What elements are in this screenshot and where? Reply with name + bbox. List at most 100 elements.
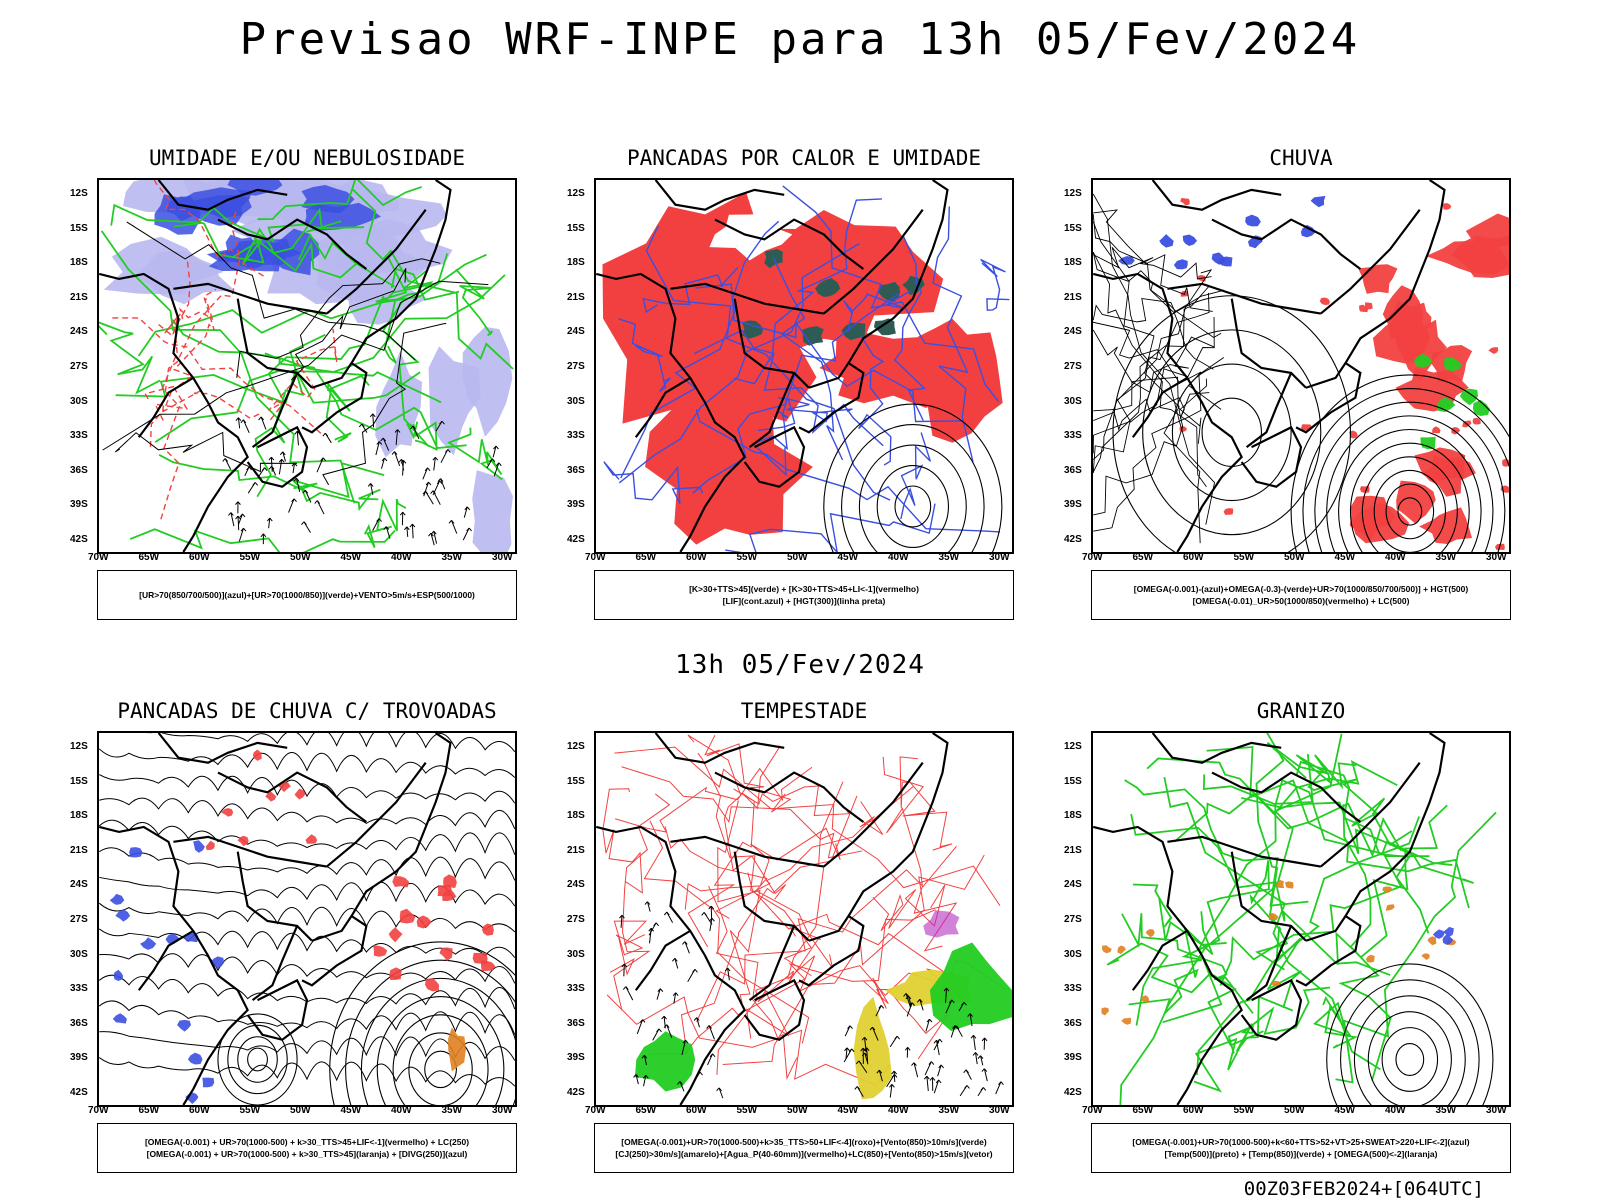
- panel-title: TEMPESTADE: [740, 699, 868, 723]
- storm-fill-red: [392, 876, 410, 888]
- stream-line: [1093, 251, 1207, 487]
- lc850-contour: [717, 800, 761, 1003]
- lc850-red-contours: [602, 734, 1007, 1087]
- temp850-contour: [1335, 811, 1497, 1084]
- border-line: [808, 180, 949, 389]
- wind-vector-head: [302, 489, 309, 494]
- wind-vector-head: [399, 511, 406, 516]
- wind-vector: [674, 958, 679, 969]
- border-line: [1320, 762, 1421, 868]
- border-line: [236, 851, 313, 942]
- wind-vector-head: [240, 419, 247, 424]
- lon-tick-label: 50W: [1284, 1105, 1305, 1116]
- wind-vector: [270, 457, 273, 472]
- border-line: [1211, 218, 1362, 270]
- wind-vector: [684, 941, 690, 954]
- rain-fill-red: [1365, 302, 1373, 310]
- omega-fill-orange: [1427, 936, 1437, 946]
- stream-line: [1093, 292, 1210, 460]
- wind-vector-head: [933, 1040, 940, 1044]
- temp850-contour: [1338, 804, 1392, 1081]
- contour-line: [247, 1047, 268, 1072]
- country-borders: [99, 733, 452, 1105]
- wind-vector: [394, 451, 401, 467]
- lat-tick-label: 36S: [70, 1017, 88, 1029]
- wind-vector: [905, 993, 911, 1008]
- contour-line: [1326, 415, 1494, 552]
- lon-tick-label: 70W: [1082, 1105, 1103, 1116]
- wind-vector-head: [891, 1074, 898, 1078]
- lon-tick-label: 30W: [1486, 552, 1507, 563]
- legend-text: [Temp(500)](preto) + [Temp(850)](verde) …: [1164, 1149, 1438, 1159]
- isobar-line: [290, 268, 407, 381]
- hail-fill-blue: [1442, 933, 1454, 945]
- omega-fill-orange: [1270, 980, 1282, 987]
- border-line: [1093, 272, 1243, 552]
- lat-tick-label: 21S: [1064, 844, 1082, 856]
- contour-line: [1290, 374, 1509, 552]
- legend-text: [OMEGA(-0.001)+UR>70(1000-500)+k>35_TTS>…: [621, 1137, 987, 1147]
- lat-tick-label: 27S: [1064, 361, 1082, 372]
- lat-tick-label: 24S: [1064, 879, 1082, 891]
- rain-fill-red: [1359, 304, 1369, 313]
- wind-vector: [935, 1040, 940, 1056]
- wind-vector: [237, 516, 240, 531]
- wind-vector: [620, 915, 623, 928]
- wind-vector-head: [938, 1064, 945, 1069]
- lc850-contour: [643, 820, 810, 1044]
- lon-tick-label: 40W: [888, 552, 909, 563]
- wind-vector-head: [369, 413, 376, 418]
- wind-vector-head: [653, 922, 659, 927]
- lif-contour: [932, 206, 974, 463]
- border-line: [798, 362, 865, 434]
- rain-fill-blue: [1211, 252, 1226, 265]
- storm-fill-blue: [109, 893, 125, 905]
- lat-tick-label: 39S: [567, 499, 585, 511]
- rain-fill-red: [1358, 264, 1398, 294]
- wind-vector: [462, 527, 470, 541]
- lon-tick-label: 50W: [1284, 552, 1305, 563]
- border-line: [251, 372, 299, 448]
- lif-contour: [695, 283, 961, 423]
- omega-fill-orange: [1421, 953, 1430, 961]
- contour-line: [1201, 397, 1262, 467]
- wind-vector: [945, 999, 953, 1014]
- contour-line: [1326, 963, 1494, 1105]
- storm-fill-blue: [202, 1077, 215, 1088]
- flow-line: [99, 819, 515, 855]
- temp850-contour: [1266, 741, 1357, 790]
- wind-vector-head: [998, 1081, 1004, 1086]
- wind-vector-head: [391, 451, 398, 455]
- wind-vector-head: [314, 500, 321, 504]
- rain-fill-red: [1180, 197, 1190, 206]
- run-stamp: 00Z03FEB2024+[064UTC]: [1243, 1178, 1484, 1200]
- stream-line: [1093, 246, 1212, 280]
- wind-vector: [395, 429, 399, 445]
- wind-vector: [864, 1052, 869, 1065]
- lon-tick-label: 65W: [635, 1105, 657, 1116]
- panel-title: PANCADAS DE CHUVA C/ TROVOADAS: [117, 699, 497, 723]
- omega-fill-orange: [1121, 1017, 1132, 1025]
- map-canvas: [596, 180, 1010, 552]
- wind-vector: [288, 498, 295, 513]
- storm-fill-orange: [448, 1027, 466, 1072]
- lat-tick-label: 36S: [70, 464, 88, 476]
- flow-line: [99, 953, 515, 984]
- contour-line: [1373, 469, 1446, 552]
- storm-fill-red: [221, 807, 234, 817]
- lat-tick-label: 12S: [567, 188, 585, 199]
- wind-vector: [972, 1035, 976, 1051]
- border-line: [1230, 851, 1307, 942]
- wind-vector-head: [869, 1026, 876, 1031]
- wind-vector: [304, 490, 312, 503]
- wind-vector: [432, 490, 441, 505]
- lat-tick-label: 42S: [1064, 534, 1082, 545]
- country-borders: [596, 180, 949, 552]
- wind-vector: [411, 524, 414, 539]
- contour-line: [1340, 979, 1480, 1105]
- border-line: [1131, 929, 1188, 991]
- isobar-line: [102, 280, 489, 451]
- wind-vector: [278, 459, 283, 475]
- contour-line: [1349, 442, 1470, 552]
- border-line: [173, 282, 327, 315]
